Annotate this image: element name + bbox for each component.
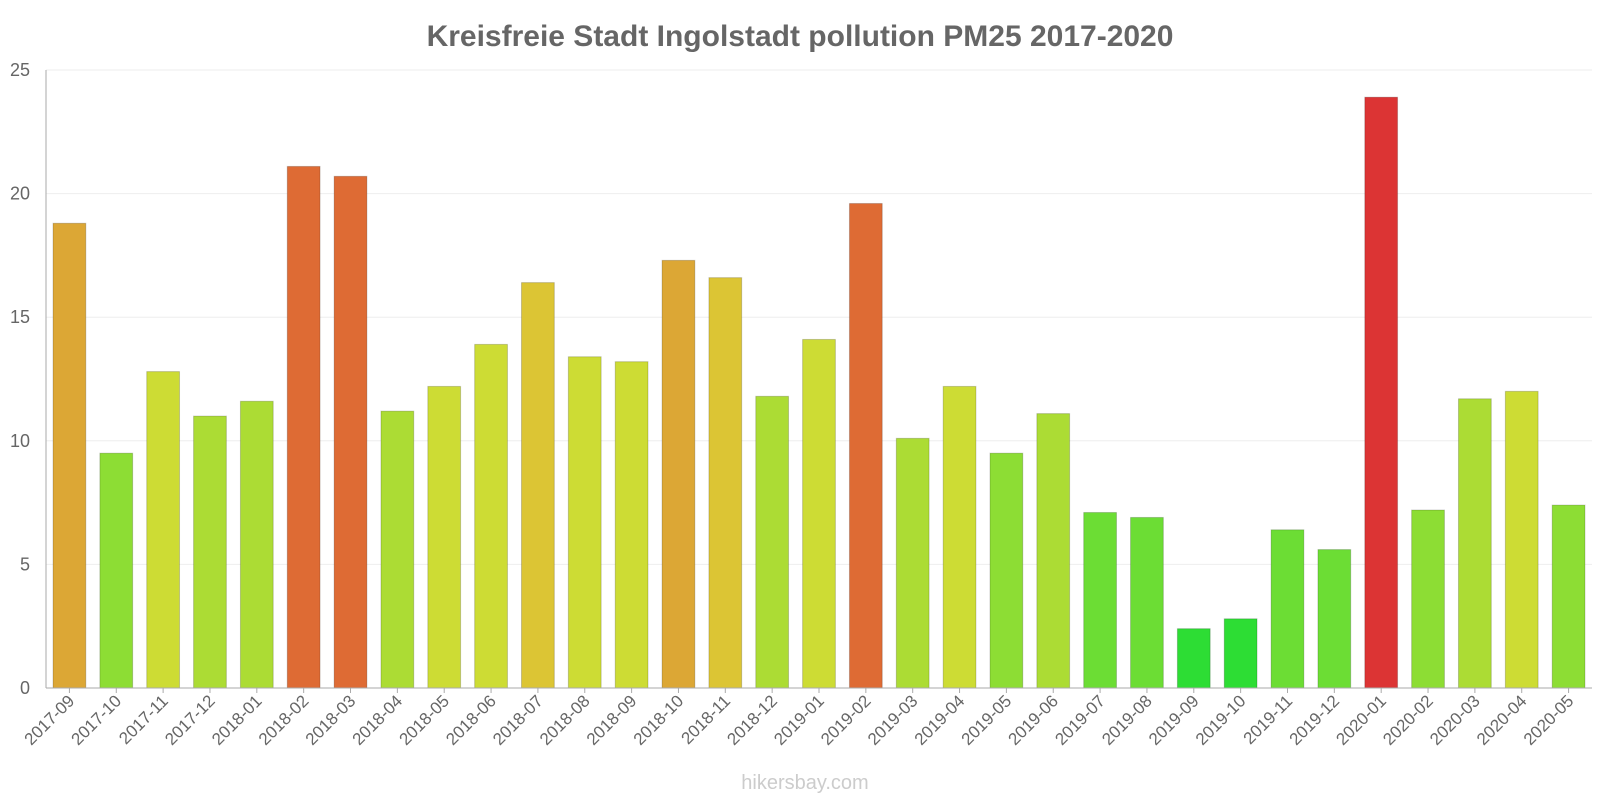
bar-2019-10 xyxy=(1223,618,1258,689)
bar-2019-04 xyxy=(942,385,977,689)
bar-2018-06 xyxy=(474,343,508,689)
bar-2020-05 xyxy=(1551,504,1586,689)
bar-2019-09 xyxy=(1176,628,1211,689)
x-tick-label: 2019-11 xyxy=(1240,691,1297,748)
bar-2018-03 xyxy=(333,175,368,689)
x-tick-label: 2018-08 xyxy=(536,691,594,749)
x-tick-label: 2018-03 xyxy=(302,691,360,749)
x-tick-label: 2019-04 xyxy=(911,691,969,749)
bar-2018-08 xyxy=(567,356,602,689)
bar-2018-11 xyxy=(708,277,743,689)
x-tick-label: 2019-01 xyxy=(770,691,828,749)
x-tick-label: 2020-01 xyxy=(1332,691,1390,749)
y-axis: 0 5 10 15 20 25 xyxy=(10,60,47,698)
y-tick-label: 20 xyxy=(10,184,30,204)
x-tick-label: 2020-05 xyxy=(1520,691,1578,749)
x-tick-label: 2018-04 xyxy=(349,691,407,749)
bar-2019-03 xyxy=(895,437,930,689)
bar-2019-12 xyxy=(1317,549,1352,689)
bar-2019-01 xyxy=(802,338,836,689)
x-tick-label: 2018-12 xyxy=(723,691,781,749)
x-tick-label: 2018-06 xyxy=(442,691,500,749)
bar-2017-11 xyxy=(146,371,181,689)
bar-2019-06 xyxy=(1036,413,1071,689)
bar-2018-01 xyxy=(239,400,274,689)
bar-2018-12 xyxy=(755,395,790,689)
x-tick-label: 2017-11 xyxy=(115,691,172,748)
x-tick-label: 2018-09 xyxy=(583,691,641,749)
x-tick-label: 2018-07 xyxy=(489,691,547,749)
bar-2019-05 xyxy=(989,452,1024,689)
y-tick-label: 5 xyxy=(20,554,30,574)
y-tick-label: 25 xyxy=(10,60,30,80)
bar-series xyxy=(52,96,1586,689)
x-tick-label: 2017-10 xyxy=(68,691,126,749)
bar-2020-01 xyxy=(1364,96,1399,689)
x-tick-label: 2020-02 xyxy=(1379,691,1437,749)
bar-2017-09 xyxy=(52,222,87,689)
bar-2020-04 xyxy=(1504,390,1539,689)
x-tick-label: 2018-11 xyxy=(677,691,734,748)
bar-2018-05 xyxy=(427,385,462,689)
bar-2019-11 xyxy=(1270,529,1305,689)
y-tick-label: 0 xyxy=(20,678,30,698)
x-tick-label: 2019-02 xyxy=(817,691,875,749)
x-tick-label: 2019-03 xyxy=(864,691,922,749)
x-axis: 2017-092017-102017-112017-122018-012018-… xyxy=(21,687,1592,749)
x-tick-label: 2018-01 xyxy=(208,691,266,749)
bar-2018-10 xyxy=(661,259,696,689)
x-tick-label: 2017-12 xyxy=(161,691,219,749)
x-tick-label: 2017-09 xyxy=(21,691,79,749)
bar-2019-07 xyxy=(1083,511,1117,689)
y-tick-label: 15 xyxy=(10,307,30,327)
x-tick-label: 2019-05 xyxy=(958,691,1016,749)
y-tick-label: 10 xyxy=(10,431,30,451)
bar-2017-12 xyxy=(193,415,227,689)
x-tick-label: 2018-05 xyxy=(395,691,453,749)
bar-2018-07 xyxy=(521,282,555,689)
bar-2018-02 xyxy=(286,165,321,689)
x-tick-label: 2019-06 xyxy=(1005,691,1063,749)
bar-2020-02 xyxy=(1411,509,1445,689)
x-tick-label: 2019-07 xyxy=(1051,691,1109,749)
x-tick-label: 2018-10 xyxy=(630,691,688,749)
x-tick-label: 2019-12 xyxy=(1286,691,1344,749)
credit-text: hikersbay.com xyxy=(741,772,868,794)
x-tick-label: 2019-09 xyxy=(1145,691,1203,749)
x-tick-label: 2019-10 xyxy=(1192,691,1250,749)
x-tick-label: 2018-02 xyxy=(255,691,313,749)
x-tick-label: 2019-08 xyxy=(1098,691,1156,749)
bar-2020-03 xyxy=(1457,398,1492,689)
bar-2017-10 xyxy=(99,452,134,689)
bar-2019-02 xyxy=(848,202,883,689)
bar-2019-08 xyxy=(1130,516,1164,689)
x-tick-label: 2020-04 xyxy=(1473,691,1531,749)
x-tick-label: 2020-03 xyxy=(1426,691,1484,749)
bar-2018-04 xyxy=(380,410,415,689)
chart-title: Kreisfreie Stadt Ingolstadt pollution PM… xyxy=(427,20,1174,53)
bar-2018-09 xyxy=(614,361,649,689)
